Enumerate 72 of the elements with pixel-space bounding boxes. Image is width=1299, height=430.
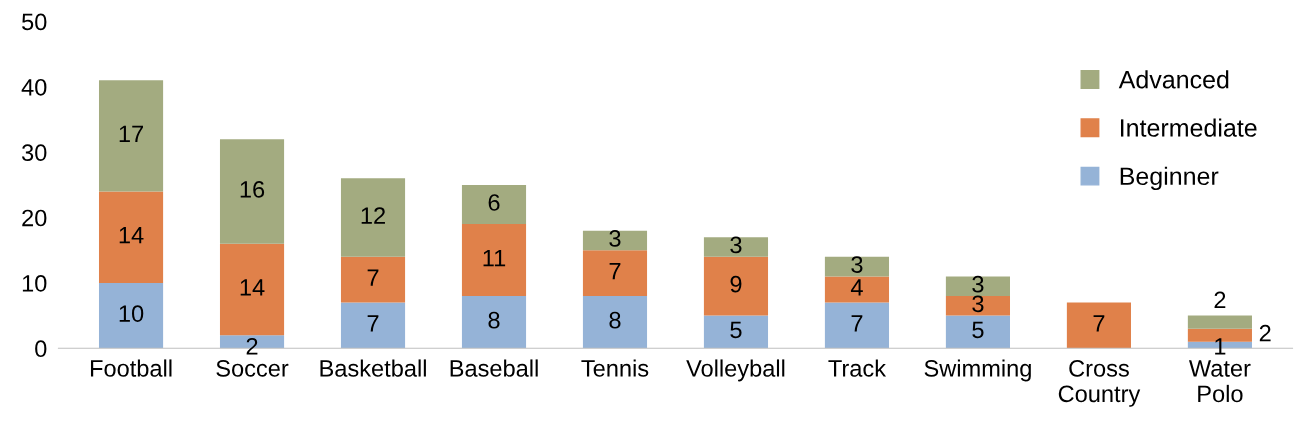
data-label: 14 bbox=[240, 279, 265, 296]
data-label: 7 bbox=[1093, 315, 1105, 332]
x-tick-label: Tennis bbox=[581, 359, 649, 377]
x-tick-label: Basketball bbox=[320, 359, 426, 377]
bar bbox=[340, 256, 406, 303]
y-tick-label: 40 bbox=[21, 78, 47, 96]
data-label: 8 bbox=[488, 311, 500, 329]
bar bbox=[98, 282, 164, 349]
data-label: 5 bbox=[730, 321, 742, 339]
data-label: 3 bbox=[972, 295, 984, 313]
x-tick-label: Swimming bbox=[924, 359, 1031, 382]
data-label: 14 bbox=[119, 227, 144, 244]
x-tick-label: Track bbox=[828, 359, 887, 377]
data-label: 3 bbox=[851, 256, 863, 273]
data-label: 3 bbox=[609, 230, 621, 247]
bar bbox=[98, 191, 164, 283]
bar bbox=[703, 315, 769, 349]
bar bbox=[945, 276, 1010, 297]
bar bbox=[582, 250, 648, 297]
data-label: 6 bbox=[488, 194, 500, 211]
data-label: 5 bbox=[972, 321, 984, 339]
data-label: 7 bbox=[367, 315, 379, 332]
bar bbox=[98, 80, 164, 192]
data-label: 16 bbox=[240, 181, 265, 198]
y-tick-label: 0 bbox=[35, 340, 47, 358]
y-tick-label: 50 bbox=[22, 13, 47, 31]
data-label: 1 bbox=[1215, 338, 1226, 355]
data-label: 7 bbox=[609, 263, 621, 280]
bar bbox=[945, 296, 1010, 316]
y-tick-label: 20 bbox=[22, 209, 47, 227]
x-tick-label: Football bbox=[90, 359, 172, 377]
data-label: 3 bbox=[972, 275, 984, 293]
x-tick-label: Baseball bbox=[450, 359, 538, 377]
bar bbox=[461, 224, 527, 297]
x-tick-label: Volleyball bbox=[686, 359, 785, 382]
bar bbox=[582, 296, 648, 349]
data-label: 17 bbox=[119, 125, 143, 142]
bar bbox=[582, 230, 648, 251]
data-label: 3 bbox=[730, 236, 742, 254]
x-tick-label: Water Polo bbox=[1188, 360, 1251, 403]
bar bbox=[824, 276, 890, 303]
bar bbox=[1066, 302, 1131, 349]
data-label: 12 bbox=[361, 207, 385, 224]
data-label: 7 bbox=[851, 315, 863, 332]
x-tick-label: Cross Country bbox=[1058, 360, 1141, 407]
x-tick-label: Soccer bbox=[216, 360, 289, 377]
bar bbox=[340, 178, 406, 257]
bar bbox=[219, 243, 285, 336]
bar bbox=[1187, 315, 1252, 329]
data-label: 4 bbox=[850, 279, 863, 296]
bar bbox=[461, 296, 527, 349]
data-label: 7 bbox=[367, 269, 379, 286]
bar bbox=[219, 139, 285, 244]
data-label: 9 bbox=[730, 275, 742, 293]
data-label: 8 bbox=[609, 311, 621, 329]
data-label: 10 bbox=[119, 305, 144, 322]
data-label: 11 bbox=[483, 249, 506, 267]
bar bbox=[824, 256, 890, 277]
y-tick-label: 30 bbox=[21, 144, 47, 162]
bar bbox=[703, 256, 769, 316]
bar bbox=[945, 315, 1010, 349]
data-label: 2 bbox=[1214, 291, 1226, 309]
bar bbox=[703, 237, 769, 257]
data-label: 2 bbox=[246, 337, 258, 355]
bar bbox=[461, 184, 527, 225]
y-tick-label: 10 bbox=[22, 275, 47, 292]
legend-label: Intermediate bbox=[1121, 118, 1257, 137]
legend-label: Beginner bbox=[1120, 166, 1219, 191]
bar bbox=[824, 302, 890, 349]
data-label: 2 bbox=[1259, 324, 1271, 342]
bar bbox=[340, 302, 406, 349]
legend-label: Advanced bbox=[1118, 70, 1229, 89]
